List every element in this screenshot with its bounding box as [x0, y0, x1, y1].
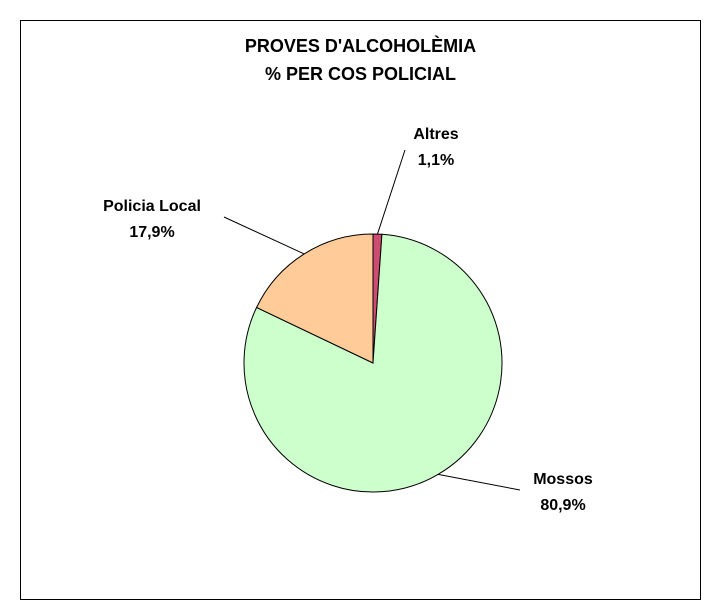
leader-line-policia-local: [223, 216, 305, 255]
slice-label-mossos: Mossos: [533, 471, 593, 488]
leader-lines: [223, 149, 521, 491]
slice-value-label-altres: 1,1%: [418, 152, 454, 169]
leader-line-mossos: [437, 473, 521, 491]
leader-line-altres: [376, 149, 406, 235]
chart-title-line-2: % PER COS POLICIAL: [264, 64, 457, 84]
slice-labels: Altres 1,1% Mossos 80,9% Policia Local 17,9%: [103, 126, 593, 514]
slice-value-label-policia-local: 17,9%: [129, 224, 174, 241]
pie-slices: [243, 233, 503, 493]
slice-label-altres: Altres: [413, 126, 458, 143]
chart-title-line-1: PROVES D'ALCOHOLÈMIA: [244, 36, 477, 56]
slice-value-label-mossos: 80,9%: [540, 497, 585, 514]
slice-label-policia-local: Policia Local: [103, 198, 201, 215]
